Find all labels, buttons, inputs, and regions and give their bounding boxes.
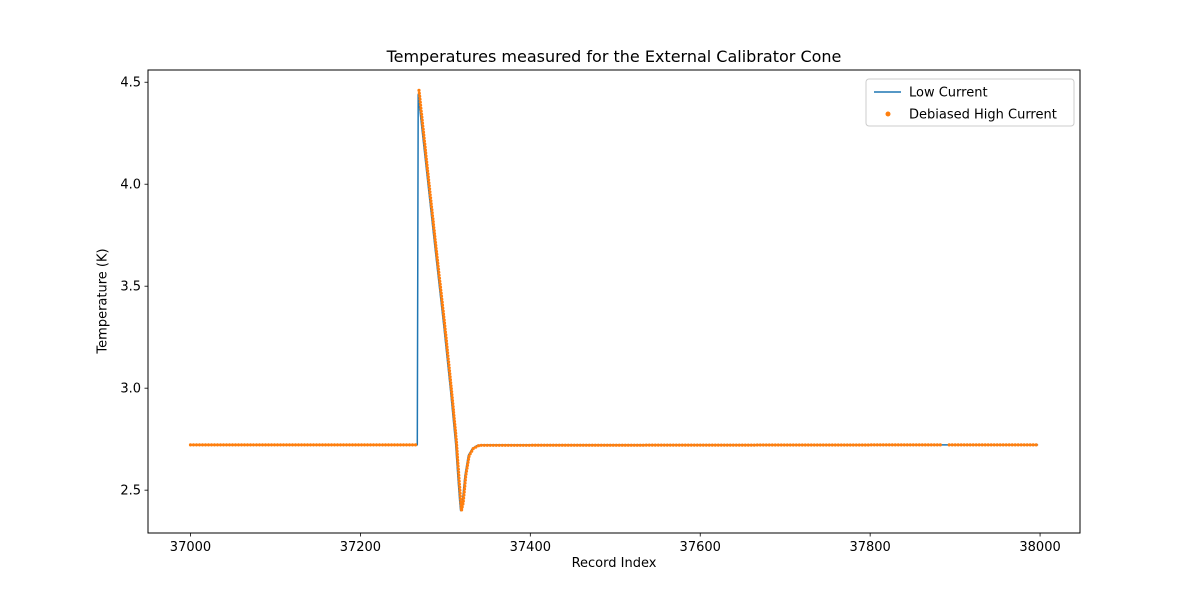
plot-border: [147, 69, 1081, 534]
x-tick-label: 37600: [680, 540, 721, 555]
chart-title: Temperatures measured for the External C…: [386, 47, 842, 66]
x-tick-label: 37000: [170, 540, 211, 555]
legend-dot-swatch: [885, 111, 891, 117]
x-tick-label: 37400: [510, 540, 551, 555]
series-debiased-high-current: [188, 88, 1038, 512]
y-tick-label: 4.0: [120, 178, 141, 193]
y-tick-label: 3.0: [120, 382, 141, 397]
legend-frame: [865, 78, 1075, 127]
legend-label-debiased-high-current: Debiased High Current: [909, 108, 1057, 123]
y-axis-ticks: 2.5 3.0 3.5 4.0 4.5: [120, 76, 148, 499]
x-tick-label: 37800: [849, 540, 890, 555]
legend: Low Current Debiased High Current: [865, 78, 1075, 127]
y-tick-label: 2.5: [120, 484, 141, 499]
series-low-current: [189, 93, 1039, 512]
x-axis-label: Record Index: [571, 556, 657, 571]
legend-label-low-current: Low Current: [909, 86, 988, 101]
y-tick-label: 4.5: [120, 76, 141, 91]
x-tick-label: 37200: [340, 540, 381, 555]
x-tick-label: 38000: [1019, 540, 1060, 555]
y-tick-label: 3.5: [120, 280, 141, 295]
x-axis-ticks: 37000 37200 37400 37600 37800 38000: [170, 533, 1061, 555]
